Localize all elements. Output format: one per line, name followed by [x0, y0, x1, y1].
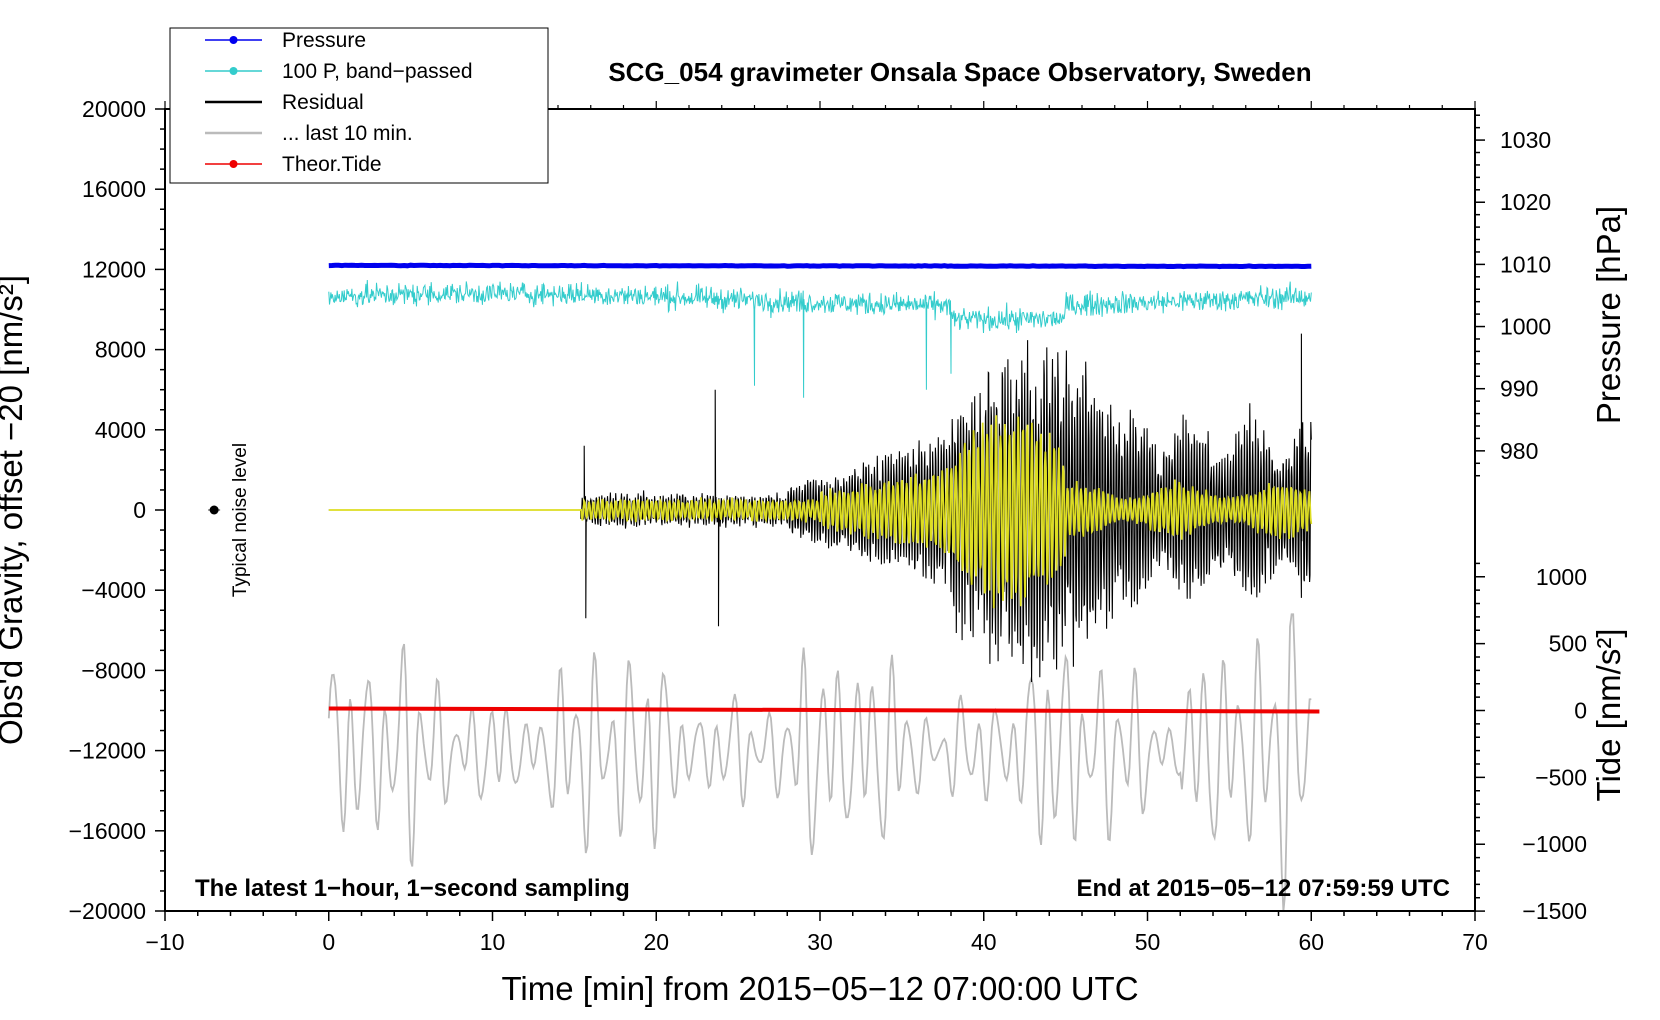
legend: Pressure 100 P, band−passed Residual ... la… — [169, 27, 549, 184]
series-pressure — [328, 262, 1312, 270]
tide-tick-label: −1500 — [1522, 898, 1587, 924]
legend-label: Theor.Tide — [282, 153, 382, 176]
series-last-10-min — [327, 613, 1312, 912]
y-left-tick-label: 16000 — [82, 176, 146, 202]
x-tick-label: 30 — [807, 929, 833, 955]
y-left-tick-label: 4000 — [95, 417, 146, 443]
x-tick-label: −10 — [145, 929, 184, 955]
tide-tick-label: −1000 — [1522, 831, 1587, 857]
x-tick-label: 50 — [1135, 929, 1161, 955]
y-left-tick-label: −12000 — [69, 738, 146, 764]
legend-label: Residual — [282, 91, 364, 114]
tide-tick-label: 500 — [1549, 631, 1587, 657]
series-theor-tide — [328, 706, 1320, 714]
pressure-tick-label: 1030 — [1500, 127, 1551, 153]
chart-title: SCG_054 gravimeter Onsala Space Observat… — [608, 57, 1311, 87]
legend-label: Pressure — [282, 29, 366, 52]
y-left-tick-label: 0 — [133, 497, 146, 523]
tide-tick-label: 1000 — [1536, 564, 1587, 590]
pressure-tick-label: 1010 — [1500, 251, 1551, 277]
pressure-tick-label: 1000 — [1500, 314, 1551, 340]
noise-marker — [208, 505, 221, 515]
x-tick-label: 10 — [480, 929, 506, 955]
y-axis-pressure-title: Pressure [hPa] — [1590, 206, 1627, 424]
end-time-note: End at 2015−05−12 07:59:59 UTC — [1076, 875, 1450, 902]
tide-tick-label: 0 — [1574, 698, 1587, 724]
series-band-passed — [328, 279, 1312, 398]
x-tick-label: 0 — [322, 929, 335, 955]
x-axis-title: Time [min] from 2015−05−12 07:00:00 UTC — [501, 970, 1138, 1007]
y-left-tick-label: −16000 — [69, 818, 146, 844]
x-tick-label: 40 — [971, 929, 997, 955]
y-left-tick-label: 12000 — [82, 256, 146, 282]
series-layer — [327, 262, 1320, 912]
y-axis-tide: −1500 −1000 −500 0 500 1000 — [1475, 562, 1587, 924]
y-axis-pressure: 980 990 1000 1010 1020 1030 — [1475, 114, 1551, 477]
y-left-tick-label: −8000 — [81, 657, 146, 683]
pressure-tick-label: 990 — [1500, 376, 1538, 402]
legend-marker — [229, 160, 238, 168]
y-left-tick-label: −20000 — [69, 898, 146, 924]
noise-dot — [209, 505, 219, 515]
noise-level-label: Typical noise level — [230, 443, 251, 597]
y-axis-tide-title: Tide [nm/s²] — [1590, 629, 1627, 802]
legend-marker — [229, 36, 238, 44]
tide-tick-label: −500 — [1535, 764, 1587, 790]
x-tick-label: 70 — [1462, 929, 1488, 955]
sampling-note: The latest 1−hour, 1−second sampling — [195, 875, 630, 902]
pressure-tick-label: 980 — [1500, 438, 1538, 464]
y-left-tick-label: 20000 — [82, 96, 146, 122]
x-tick-label: 20 — [643, 929, 669, 955]
legend-marker — [229, 67, 238, 75]
legend-label: ... last 10 min. — [282, 122, 413, 145]
x-tick-label: 60 — [1298, 929, 1324, 955]
y-left-tick-label: 8000 — [95, 337, 146, 363]
series-filtered — [328, 415, 1313, 609]
y-left-tick-label: −4000 — [81, 577, 146, 603]
legend-label: 100 P, band−passed — [282, 60, 473, 83]
y-axis-left-title: Obs'd Gravity, offset −20 [nm/s²] — [0, 275, 29, 745]
pressure-tick-label: 1020 — [1500, 189, 1551, 215]
y-axis-left: −20000 −16000 −12000 −8000 −4000 0 4000 8000 120… — [69, 96, 165, 924]
x-axis: −10 0 10 20 30 40 50 60 70 — [145, 101, 1488, 955]
legend-box — [169, 27, 549, 184]
